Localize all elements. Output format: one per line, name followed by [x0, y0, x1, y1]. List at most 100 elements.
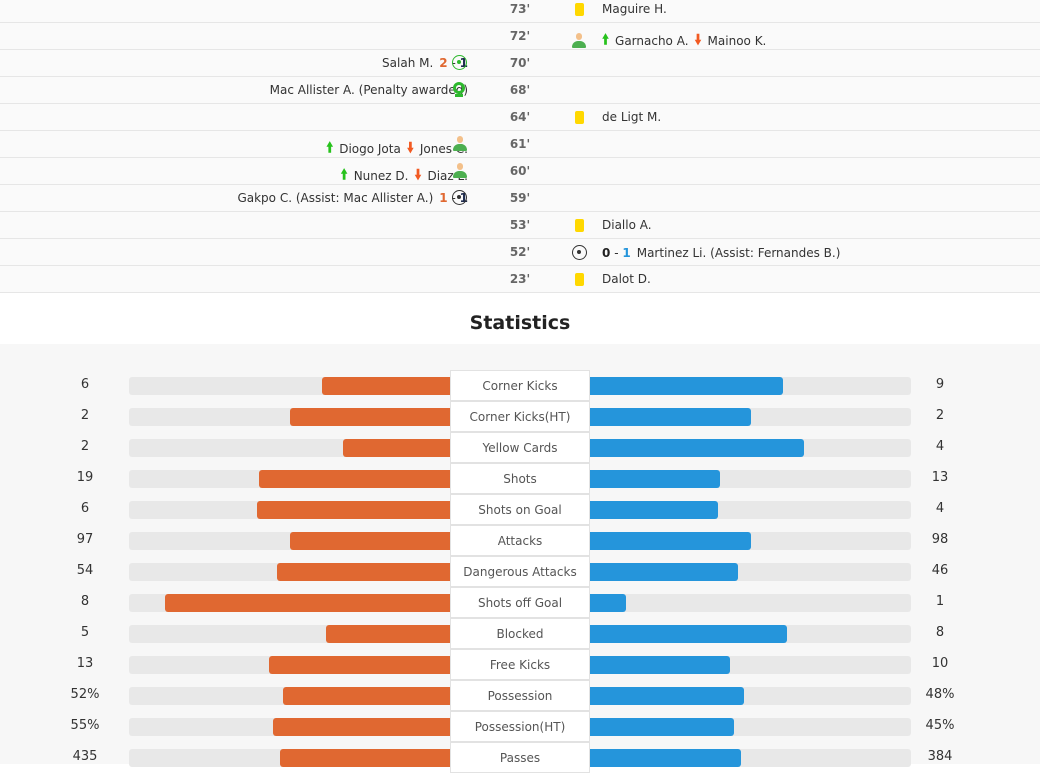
player-name: de Ligt M. — [602, 110, 662, 124]
event-row: 61' 🠙 Diogo Jota 🠛 Jones C. — [0, 131, 1040, 158]
player-name: Martinez Li. (Assist: Fernandes B.) — [636, 245, 841, 260]
home-stat-value: 19 — [76, 470, 94, 485]
stat-label: Corner Kicks(HT) — [450, 401, 590, 432]
score-home: 1 — [439, 191, 448, 205]
stat-label: Yellow Cards — [450, 432, 590, 463]
away-stat-bar — [590, 377, 783, 395]
home-stat-bar — [279, 749, 450, 767]
player-name: Mac Allister A. (Penalty awarded) — [269, 83, 468, 97]
away-stat-track — [590, 532, 911, 550]
sub-in-arrow-icon: 🠙 — [326, 140, 334, 156]
stat-row: 52% Possession 48% — [0, 680, 1040, 711]
stat-label: Shots off Goal — [450, 587, 590, 618]
player-name: Maguire H. — [602, 2, 667, 16]
away-stat-track — [590, 718, 911, 736]
stat-label: Dangerous Attacks — [450, 556, 590, 587]
penalty-goal-icon — [452, 55, 467, 70]
home-stat-value: 2 — [80, 439, 90, 454]
away-stat-track — [590, 749, 911, 767]
away-stat-value: 1 — [935, 594, 945, 609]
away-stat-track — [590, 563, 911, 581]
event-row: 52' 0 - 1 Martinez Li. (Assist: Fernandes … — [0, 239, 1040, 266]
stat-row: 6 Corner Kicks 9 — [0, 370, 1040, 401]
player-out: Mainoo K. — [707, 34, 767, 48]
home-stat-track — [129, 408, 450, 426]
away-stat-value: 4 — [935, 501, 945, 516]
away-stat-bar — [590, 408, 751, 426]
away-stat-value: 13 — [931, 470, 949, 485]
stat-row: 5 Blocked 8 — [0, 618, 1040, 649]
sub-in-arrow-icon: 🠙 — [340, 167, 348, 183]
stat-label: Shots — [450, 463, 590, 494]
yellow-card-icon — [574, 218, 584, 232]
away-stat-bar — [590, 563, 738, 581]
home-stat-track — [129, 563, 450, 581]
stat-row: 8 Shots off Goal 1 — [0, 587, 1040, 618]
away-stat-bar — [590, 470, 721, 488]
event-row: 60' 🠙 Nunez D. 🠛 Diaz L. — [0, 158, 1040, 185]
event-row: 53' Diallo A. — [0, 212, 1040, 239]
stat-label: Possession — [450, 680, 590, 711]
away-stat-value: 384 — [927, 749, 953, 764]
penalty-awarded-icon — [452, 82, 466, 97]
home-stat-value: 54 — [76, 563, 94, 578]
home-stat-value: 52% — [70, 687, 100, 702]
home-stat-bar — [164, 594, 450, 612]
away-stat-bar — [590, 439, 805, 457]
player-name: Salah M. — [382, 56, 434, 70]
event-minute: 68' — [509, 83, 531, 97]
match-events-list: 73' Maguire H. 72' 🠙 Garnacho A. 🠛 Mainoo K. 70… — [0, 0, 1040, 293]
event-minute: 73' — [509, 2, 531, 16]
stat-label: Free Kicks — [450, 649, 590, 680]
event-row: 59' Gakpo C. (Assist: Mac Allister A.) 1 -… — [0, 185, 1040, 212]
away-stat-value: 8 — [935, 625, 945, 640]
away-stat-value: 45% — [925, 718, 955, 733]
away-stat-bar — [590, 594, 626, 612]
stat-label: Shots on Goal — [450, 494, 590, 525]
away-event: Diallo A. — [570, 218, 652, 232]
away-event: Dalot D. — [570, 272, 651, 286]
stat-label: Possession(HT) — [450, 711, 590, 742]
sub-in-arrow-icon: 🠙 — [602, 32, 610, 48]
home-stat-value: 435 — [72, 749, 98, 764]
substitution-icon — [452, 136, 468, 152]
score-away: 1 — [622, 245, 631, 260]
away-stat-value: 4 — [935, 439, 945, 454]
away-event: de Ligt M. — [570, 110, 661, 124]
home-stat-track — [129, 594, 450, 612]
event-minute: 52' — [509, 245, 531, 259]
sub-out-arrow-icon: 🠛 — [414, 167, 422, 183]
home-stat-track — [129, 501, 450, 519]
substitution-icon — [452, 163, 468, 179]
home-stat-track — [129, 625, 450, 643]
away-stat-bar — [590, 501, 719, 519]
event-minute: 53' — [509, 218, 531, 232]
away-stat-value: 46 — [931, 563, 949, 578]
score-home: 2 — [439, 56, 448, 70]
away-stat-value: 9 — [935, 377, 945, 392]
yellow-card-icon — [574, 110, 584, 124]
away-stat-bar — [590, 656, 730, 674]
event-minute: 61' — [509, 137, 531, 151]
stat-label: Attacks — [450, 525, 590, 556]
home-stat-value: 97 — [76, 532, 94, 547]
home-stat-bar — [257, 501, 450, 519]
away-event: Maguire H. — [570, 2, 667, 16]
home-stat-track — [129, 439, 450, 457]
score-home: 0 — [602, 245, 611, 260]
home-stat-bar — [273, 718, 450, 736]
home-stat-track — [129, 687, 450, 705]
away-stat-bar — [590, 687, 745, 705]
away-stat-track — [590, 656, 911, 674]
home-stat-bar — [290, 532, 450, 550]
sub-out-arrow-icon: 🠛 — [406, 140, 414, 156]
away-stat-value: 2 — [935, 408, 945, 423]
away-stat-track — [590, 408, 911, 426]
away-stat-value: 48% — [925, 687, 955, 702]
home-event: Mac Allister A. (Penalty awarded) — [270, 83, 468, 97]
home-stat-track — [129, 532, 450, 550]
event-row: 72' 🠙 Garnacho A. 🠛 Mainoo K. — [0, 23, 1040, 50]
home-stat-bar — [326, 625, 450, 643]
stat-row: 6 Shots on Goal 4 — [0, 494, 1040, 525]
event-minute: 72' — [509, 29, 531, 43]
